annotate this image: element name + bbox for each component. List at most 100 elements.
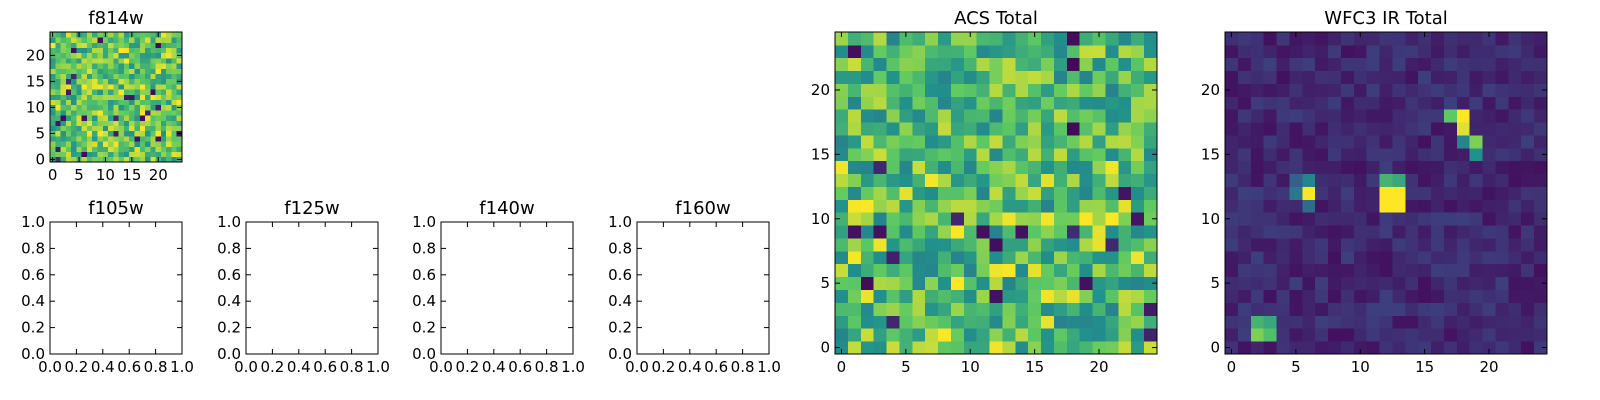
heatmap-cell	[1144, 83, 1158, 97]
heatmap-cell	[1353, 302, 1368, 316]
heatmap-cell	[155, 37, 162, 43]
heatmap-cell	[989, 173, 1003, 187]
heatmap-cell	[81, 42, 88, 48]
heatmap-cell	[873, 199, 887, 213]
heatmap-cell	[1105, 83, 1119, 97]
heatmap-cell	[118, 89, 125, 95]
heatmap-cell	[1405, 341, 1419, 355]
heatmap-cell	[123, 37, 130, 43]
heatmap-cell	[963, 135, 978, 149]
heatmap-cell	[1340, 83, 1355, 97]
heatmap-cell	[1366, 135, 1380, 149]
heatmap-cell	[1418, 96, 1432, 110]
heatmap-cell	[71, 68, 77, 74]
heatmap-cell	[102, 63, 109, 69]
heatmap-cell	[1495, 173, 1509, 187]
f814w-frame	[49, 31, 183, 163]
heatmap-cell	[976, 57, 990, 72]
heatmap-cell	[150, 99, 156, 106]
heatmap-cell	[160, 37, 167, 43]
heatmap-cell	[1118, 289, 1132, 303]
heatmap-cell	[1144, 341, 1158, 355]
heatmap-cell	[873, 263, 887, 278]
heatmap-cell	[1225, 212, 1239, 226]
heatmap-cell	[113, 37, 120, 43]
heatmap-cell	[950, 83, 965, 97]
heatmap-cell	[1456, 122, 1471, 136]
heatmap-cell	[171, 32, 178, 38]
heatmap-cell	[150, 146, 156, 152]
wfc3-ir-total-frame	[1224, 31, 1548, 355]
heatmap-cell	[1144, 44, 1158, 59]
heatmap-cell	[1456, 315, 1471, 329]
heatmap-cell	[92, 37, 98, 43]
heatmap-cell	[1144, 263, 1158, 278]
heatmap-cell	[976, 250, 990, 265]
heatmap-cell	[847, 212, 862, 226]
heatmap-cell	[1250, 263, 1265, 278]
f140w-frame	[440, 221, 574, 355]
heatmap-cell	[1263, 199, 1277, 213]
heatmap-cell	[1015, 83, 1029, 97]
heatmap-cell	[1002, 57, 1016, 72]
heatmap-cell	[60, 151, 67, 158]
heatmap-cell	[1340, 315, 1355, 329]
heatmap-cell	[1066, 315, 1081, 329]
heatmap-cell	[86, 156, 93, 163]
heatmap-cell	[86, 120, 93, 126]
heatmap-cell	[76, 141, 83, 147]
heatmap-cell	[166, 156, 172, 163]
heatmap-cell	[1092, 160, 1106, 175]
heatmap-cell	[113, 104, 120, 111]
heatmap-cell	[1340, 44, 1355, 59]
heatmap-cell	[1315, 225, 1329, 239]
heatmap-cell	[912, 328, 926, 342]
heatmap-cell	[950, 70, 965, 84]
heatmap-cell	[1131, 315, 1145, 329]
x-tick-label: 1.0	[170, 358, 194, 376]
heatmap-cell	[899, 289, 913, 303]
heatmap-cell	[925, 186, 939, 200]
heatmap-cell	[1225, 276, 1239, 290]
heatmap-cell	[86, 84, 93, 90]
heatmap-cell	[1366, 83, 1380, 97]
heatmap-cell	[55, 37, 61, 43]
heatmap-cell	[1276, 122, 1290, 136]
heatmap-cell	[1405, 225, 1419, 239]
heatmap-cell	[1144, 302, 1158, 316]
heatmap-cell	[1392, 109, 1406, 123]
heatmap-cell	[86, 37, 93, 43]
heatmap-cell	[1105, 96, 1119, 110]
heatmap-cell	[963, 238, 978, 252]
heatmap-cell	[129, 141, 135, 147]
heatmap-cell	[912, 225, 926, 239]
heatmap-cell	[938, 83, 952, 97]
heatmap-cell	[1053, 289, 1068, 303]
heatmap-cell	[873, 276, 887, 290]
heatmap-cell	[1379, 83, 1393, 97]
heatmap-cell	[1482, 186, 1496, 200]
heatmap-cell	[1028, 96, 1042, 110]
heatmap-cell	[1418, 32, 1432, 46]
heatmap-cell	[102, 130, 109, 137]
heatmap-cell	[123, 42, 130, 48]
heatmap-cell	[171, 73, 178, 80]
heatmap-cell	[1405, 147, 1419, 162]
heatmap-cell	[1263, 83, 1277, 97]
heatmap-cell	[113, 68, 120, 74]
heatmap-cell	[1066, 57, 1081, 72]
heatmap-cell	[1028, 173, 1042, 187]
heatmap-cell	[55, 99, 61, 106]
heatmap-cell	[963, 122, 978, 136]
heatmap-cell	[899, 212, 913, 226]
f105w-frame	[49, 221, 183, 355]
heatmap-cell	[129, 130, 135, 137]
heatmap-cell	[912, 32, 926, 46]
heatmap-cell	[139, 32, 146, 38]
heatmap-cell	[1289, 160, 1303, 175]
heatmap-cell	[65, 58, 72, 64]
heatmap-cell	[71, 156, 77, 163]
heatmap-cell	[1225, 341, 1239, 355]
x-tick-label: 10	[96, 166, 115, 184]
heatmap-cell	[76, 42, 83, 48]
